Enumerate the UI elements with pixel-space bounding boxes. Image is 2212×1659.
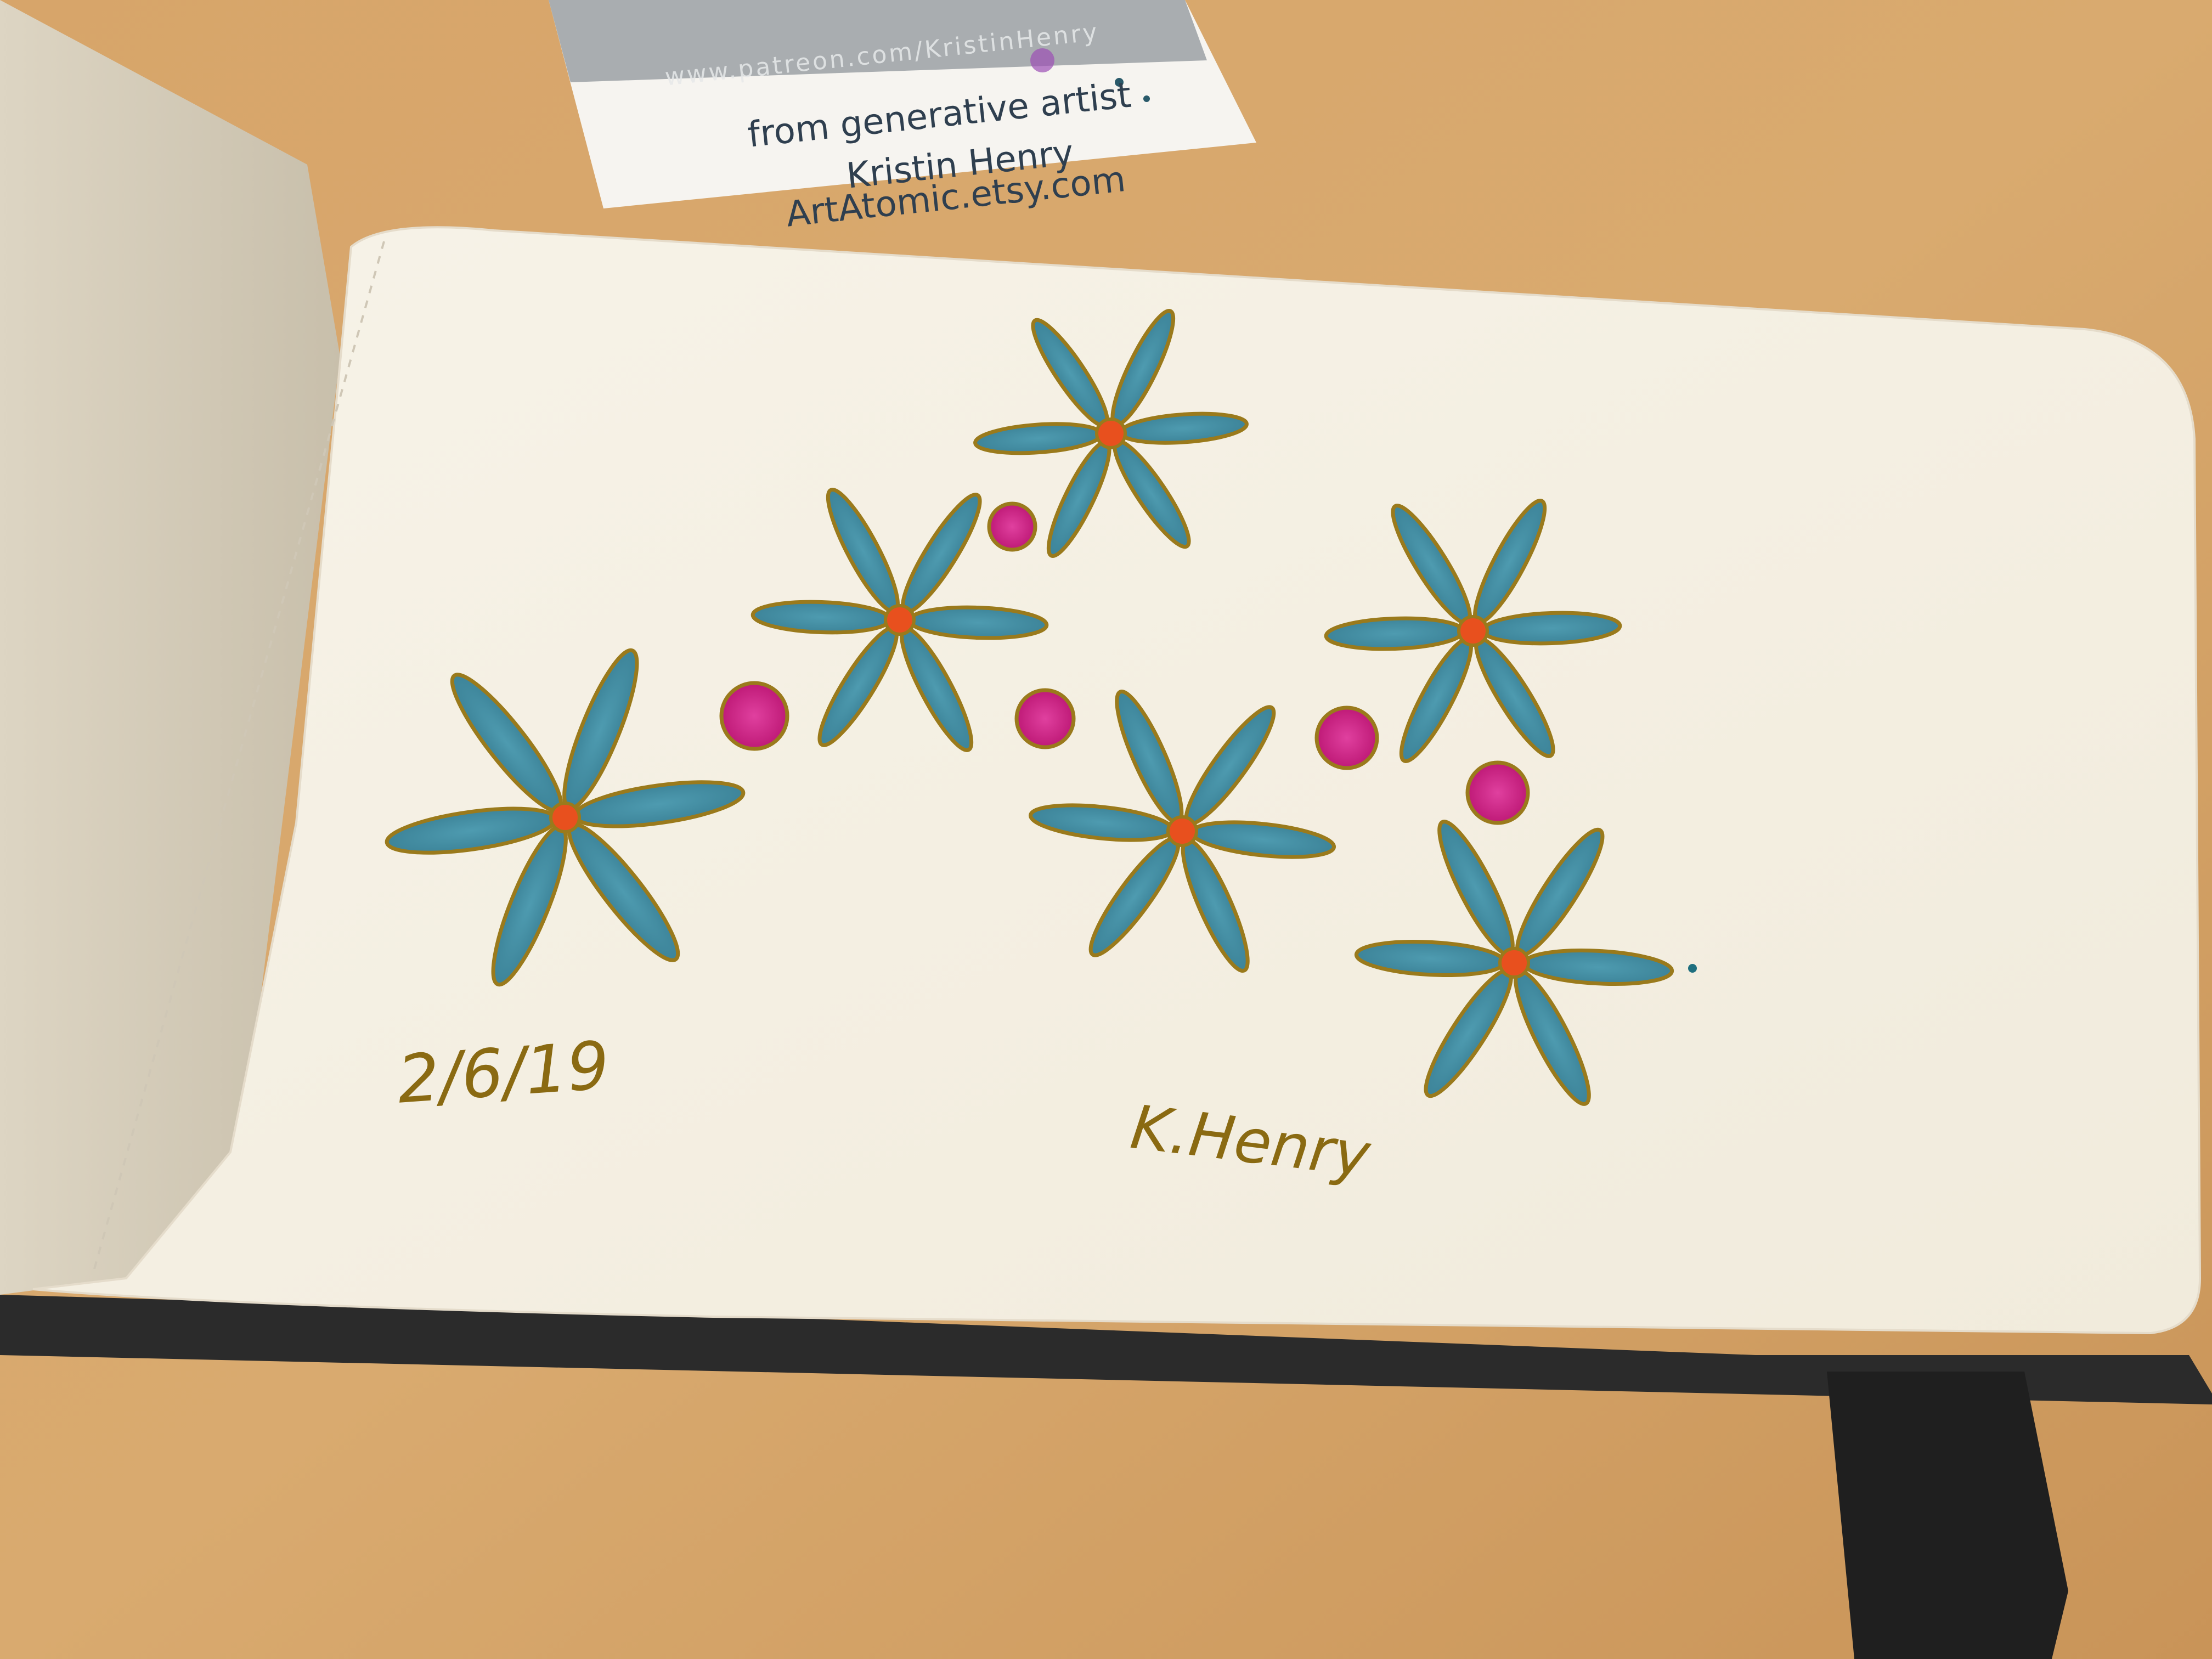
flower [751, 488, 1049, 752]
flower-center [1498, 947, 1530, 979]
left-page [0, 0, 340, 1295]
flower [1324, 499, 1622, 763]
flower-center [884, 604, 916, 636]
flower [973, 309, 1249, 558]
flower-center [1166, 815, 1198, 847]
flower-constellation-drawing [385, 309, 1697, 1106]
sketch-date: 2/6/19 [395, 1028, 612, 1119]
flower [1028, 689, 1336, 973]
magenta-connector-dot [1314, 706, 1379, 770]
flower-center [1457, 615, 1489, 647]
sketchbook-cover [0, 1295, 2212, 1659]
magenta-connector-dot [719, 681, 789, 751]
business-card [549, 0, 1256, 208]
magenta-connector-dot [1465, 760, 1530, 825]
right-page [32, 226, 2202, 1335]
magenta-connector-dot [987, 501, 1037, 552]
flower-center [549, 802, 581, 833]
flower [1354, 820, 1674, 1106]
magenta-connector-dot [1014, 688, 1076, 749]
flower-center [1095, 417, 1127, 449]
gutter-stitching [92, 241, 385, 1273]
ink-speck [1688, 964, 1697, 973]
flower [385, 648, 746, 987]
